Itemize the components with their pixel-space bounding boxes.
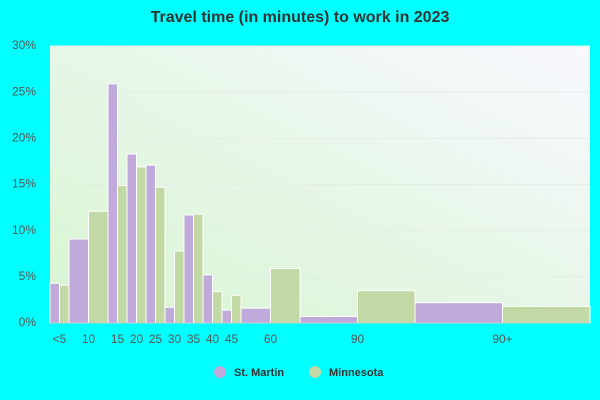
- bar: [202, 274, 213, 324]
- bar: [117, 184, 128, 324]
- x-tick-label: 45: [225, 332, 239, 346]
- x-tick-label: 25: [149, 332, 163, 346]
- y-tick-label: 15%: [12, 177, 36, 191]
- x-tick-label: 10: [82, 332, 96, 346]
- bar: [126, 153, 137, 324]
- bar: [145, 164, 156, 324]
- x-tick-label: 20: [130, 332, 144, 346]
- bar: [107, 83, 118, 324]
- bar: [357, 290, 416, 324]
- bar: [231, 294, 242, 324]
- x-tick-label: 15: [111, 332, 125, 346]
- x-tick-label: 60: [264, 332, 278, 346]
- bar: [59, 284, 70, 324]
- x-tick-label: 30: [168, 332, 182, 346]
- bar: [240, 307, 271, 324]
- y-tick-label: 30%: [12, 38, 36, 52]
- y-tick-label: 0%: [19, 315, 37, 329]
- x-tick-label: 90+: [492, 332, 512, 346]
- bar: [299, 316, 358, 324]
- x-tick-label: 40: [206, 332, 220, 346]
- legend-marker: [309, 366, 321, 378]
- chart-title: Travel time (in minutes) to work in 2023: [151, 9, 450, 26]
- bar: [68, 238, 89, 324]
- bar: [193, 213, 204, 324]
- y-tick-label: 20%: [12, 131, 36, 145]
- x-tick-label: <5: [53, 332, 67, 346]
- bar: [155, 186, 166, 324]
- bar: [174, 250, 185, 324]
- y-tick-label: 25%: [12, 84, 36, 98]
- bar: [212, 291, 223, 324]
- bar: [88, 210, 109, 324]
- y-tick-label: 5%: [19, 269, 37, 283]
- bar: [502, 305, 591, 324]
- legend-label: Minnesota: [329, 367, 384, 379]
- x-tick-label: 90: [351, 332, 365, 346]
- bar: [270, 268, 301, 324]
- bar: [414, 302, 503, 324]
- legend-marker: [214, 366, 226, 378]
- y-tick-label: 10%: [12, 223, 36, 237]
- legend-label: St. Martin: [234, 367, 284, 379]
- x-tick-label: 35: [187, 332, 201, 346]
- bar: [221, 309, 232, 324]
- bar: [164, 306, 175, 324]
- bar: [49, 282, 60, 324]
- bar: [136, 166, 147, 324]
- bar: [183, 214, 194, 324]
